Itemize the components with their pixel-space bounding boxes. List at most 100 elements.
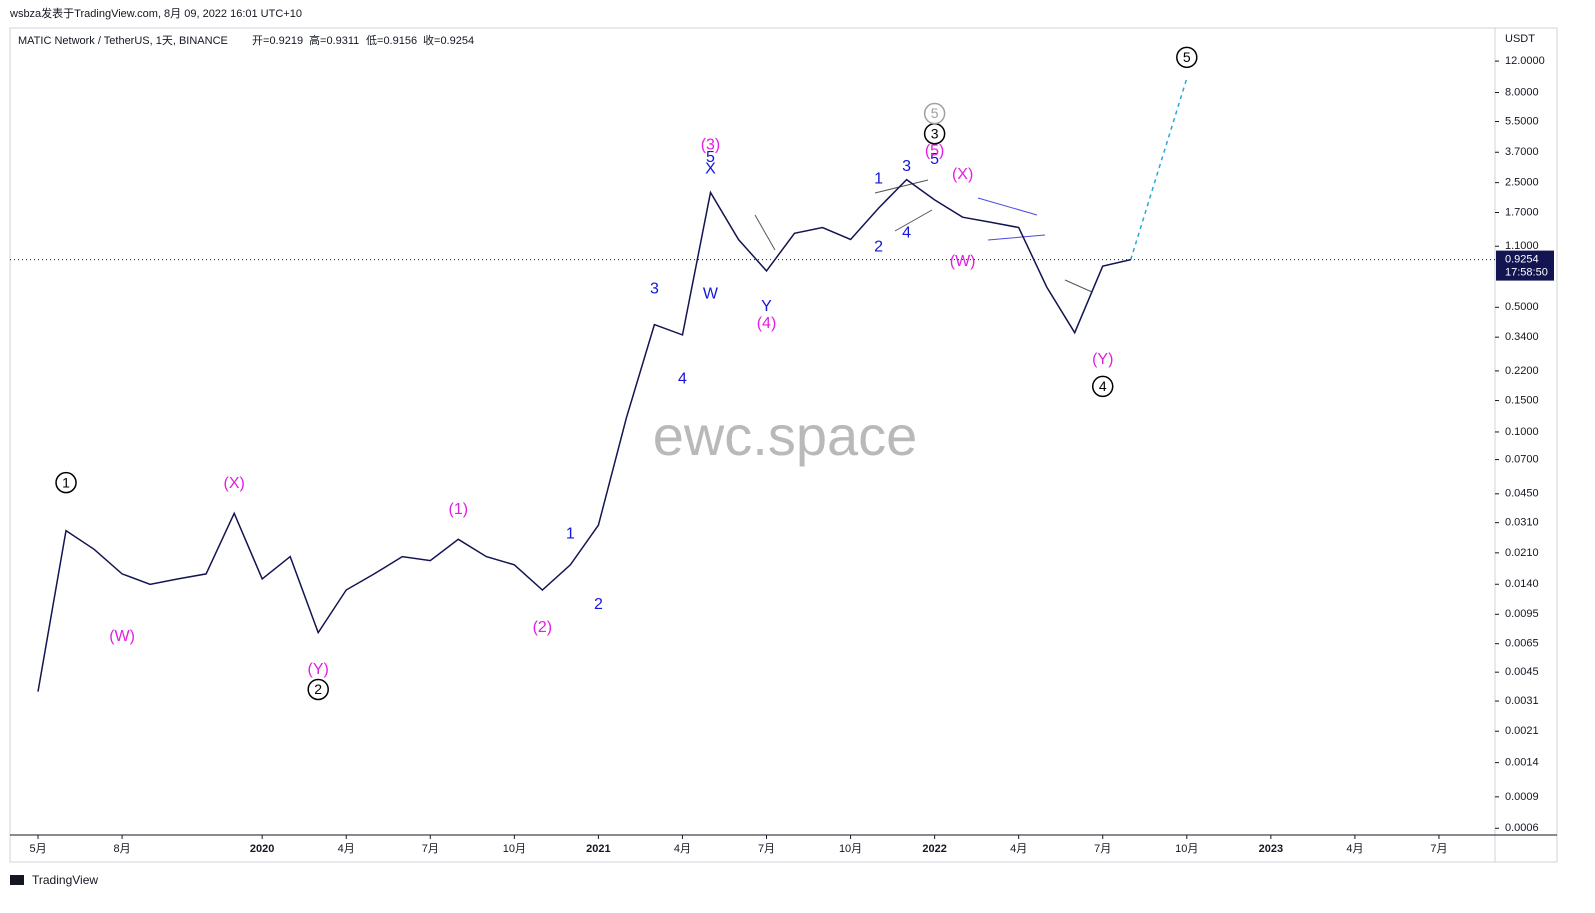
wave-label: 1 xyxy=(566,526,575,543)
ohlc-key: 高= xyxy=(309,33,326,47)
wave-label: 5 xyxy=(931,105,939,121)
y-tick-label: 0.0700 xyxy=(1505,453,1539,465)
wave-label: (Y) xyxy=(1092,351,1113,368)
x-tick-label: 2023 xyxy=(1259,843,1283,855)
wave-label: 5 xyxy=(706,149,715,166)
x-tick-label: 10月 xyxy=(839,843,862,855)
author-line: wsbza发表于TradingView.com, 8月 09, 2022 16:… xyxy=(9,6,302,20)
watermark: ewc.space xyxy=(653,404,918,467)
frame xyxy=(9,27,1558,863)
wave-circle xyxy=(1091,375,1114,398)
x-tick-label: 5月 xyxy=(29,843,46,855)
ohlc-key: 开= xyxy=(252,35,269,47)
wave-circle xyxy=(307,678,329,701)
y-tick-label: 0.1000 xyxy=(1505,426,1539,438)
y-tick-label: 0.0210 xyxy=(1505,547,1539,559)
wave-label: 3 xyxy=(650,280,659,297)
x-tick-label: 4月 xyxy=(1010,843,1027,855)
wave-label: 3 xyxy=(931,125,939,141)
x-tick-label: 8月 xyxy=(114,843,131,855)
ohlc-value: 0.9254 xyxy=(440,35,474,47)
ohlc-value: 0.9156 xyxy=(383,35,417,47)
x-tick-label: 7月 xyxy=(758,843,775,855)
y-tick-label: 0.0045 xyxy=(1505,666,1539,678)
ohlc-key: 低= xyxy=(366,34,383,47)
y-tick-label: 0.0095 xyxy=(1505,608,1539,620)
wave-label: 2 xyxy=(314,681,322,697)
y-tick-label: 0.0031 xyxy=(1505,695,1539,707)
wave-label: (W) xyxy=(109,628,135,645)
trend-line xyxy=(894,209,933,232)
wave-circle xyxy=(55,471,77,494)
x-tick-label: 7月 xyxy=(422,843,439,855)
y-tick-label: 0.0014 xyxy=(1505,757,1539,769)
x-tick-label: 2020 xyxy=(250,843,274,855)
wave-label: 4 xyxy=(1099,378,1107,394)
wave-label: (3) xyxy=(701,137,721,154)
wave-label: X xyxy=(705,161,716,178)
wave-label: 5 xyxy=(1183,49,1191,65)
y-tick-label: 0.0021 xyxy=(1505,725,1539,737)
ohlc-value: 0.9311 xyxy=(326,35,359,47)
wave-label: (4) xyxy=(757,315,777,332)
ohlc-label: 开=0.9219 xyxy=(252,35,303,47)
x-tick-label: 4月 xyxy=(674,843,691,855)
wave-label: (Y) xyxy=(308,661,329,678)
y-tick-label: 0.1500 xyxy=(1505,394,1539,406)
wave-label: 1 xyxy=(62,474,70,490)
price-tag xyxy=(1496,250,1554,281)
wave-label: (W) xyxy=(950,253,976,270)
y-tick-label: 0.0065 xyxy=(1505,638,1539,650)
wave-label: W xyxy=(703,285,719,302)
x-tick-label: 7月 xyxy=(1430,843,1447,855)
x-tick-label: 7月 xyxy=(1094,843,1111,855)
wave-label: 2 xyxy=(594,596,603,613)
x-tick-label: 2021 xyxy=(586,843,610,855)
y-tick-label: 0.0009 xyxy=(1505,791,1539,803)
ohlc-label: 高=0.9311 xyxy=(309,33,359,47)
x-tick-label: 10月 xyxy=(503,843,526,855)
trend-lines xyxy=(754,179,1093,293)
brand: TradingView xyxy=(32,873,98,887)
wave-circle xyxy=(923,102,946,125)
y-tick-label: 1.7000 xyxy=(1505,206,1539,218)
x-tick-label: 2022 xyxy=(922,843,946,855)
price-tag-value: 0.9254 xyxy=(1505,254,1539,266)
wave-label: 1 xyxy=(874,170,883,187)
price-line xyxy=(37,178,1131,692)
y-tick-label: 1.1000 xyxy=(1505,240,1539,252)
wave-label: 5 xyxy=(930,151,939,168)
wave-label: (X) xyxy=(952,166,973,183)
y-tick-label: 3.7000 xyxy=(1505,146,1539,158)
wave-label: (5) xyxy=(925,142,945,159)
x-tick-label: 10月 xyxy=(1175,843,1198,855)
x-tick-label: 4月 xyxy=(1346,843,1363,855)
y-tick-label: 0.0006 xyxy=(1505,822,1539,834)
currency: USDT xyxy=(1505,33,1535,45)
wave-label: (2) xyxy=(533,619,553,636)
symbol: MATIC Network / TetherUS, 1天, BINANCE xyxy=(18,35,228,47)
ohlc-label: 收=0.9254 xyxy=(423,33,474,47)
y-tick-label: 0.3400 xyxy=(1505,331,1539,343)
y-tick-label: 0.0450 xyxy=(1505,488,1539,500)
wave-label: 3 xyxy=(902,158,911,175)
ohlc-value: 0.9219 xyxy=(269,35,303,47)
trend-line xyxy=(977,197,1038,216)
y-tick-label: 0.0140 xyxy=(1505,578,1539,590)
y-tick-label: 0.2200 xyxy=(1505,365,1539,377)
projection-line xyxy=(1130,78,1188,260)
y-tick-label: 0.0310 xyxy=(1505,517,1539,529)
y-tick-label: 12.0000 xyxy=(1505,55,1545,67)
wave-circle xyxy=(1176,46,1198,69)
wave-label: Y xyxy=(761,298,772,315)
y-tick-label: 8.0000 xyxy=(1505,86,1539,98)
wave-label: (1) xyxy=(449,501,469,518)
ohlc-label: 低=0.9156 xyxy=(366,34,417,47)
wave-label: (X) xyxy=(223,475,244,492)
y-tick-label: 2.5000 xyxy=(1505,177,1539,189)
y-tick-label: 5.5000 xyxy=(1505,115,1539,127)
x-tick-label: 4月 xyxy=(338,843,355,855)
wave-label: 4 xyxy=(678,370,687,387)
trend-line xyxy=(1064,279,1093,293)
